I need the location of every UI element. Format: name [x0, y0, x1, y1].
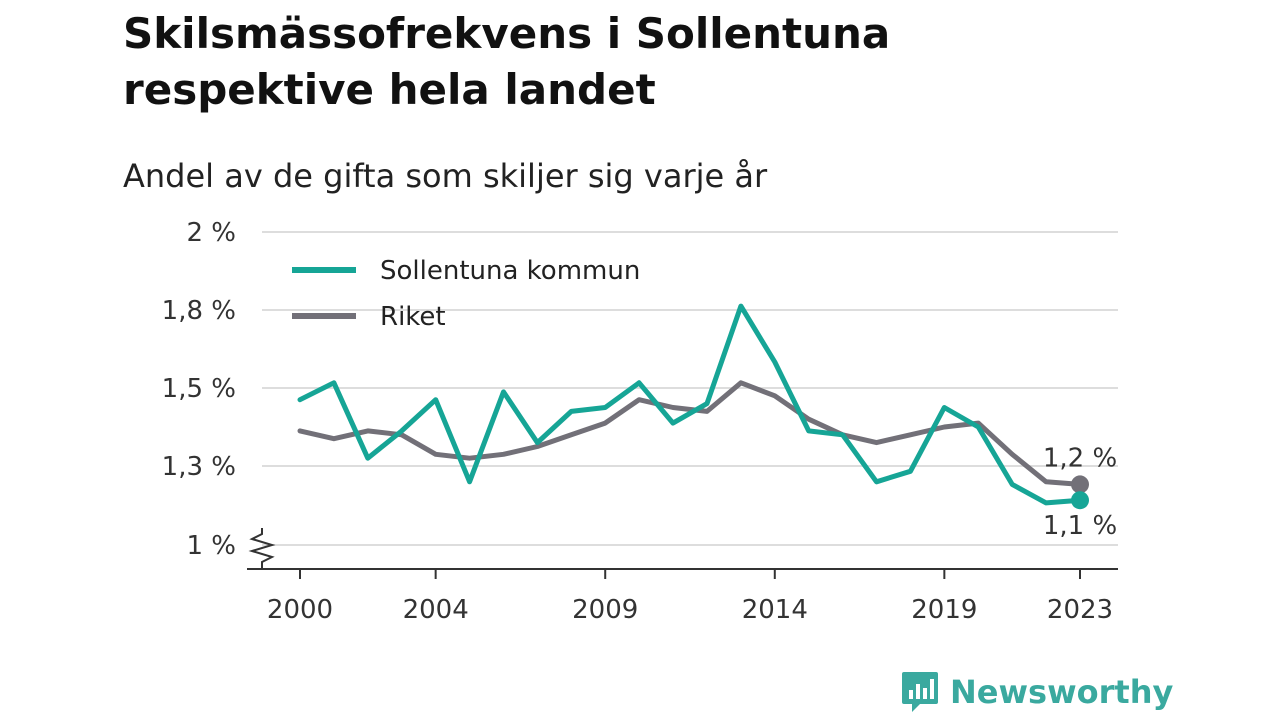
y-tick-label: 1 %: [186, 531, 236, 561]
end-label-sollentuna: 1,1 %: [1043, 511, 1117, 541]
y-tick-label: 2 %: [186, 218, 236, 248]
x-axis: 2000 2004 2009 2014 2019 2023: [247, 568, 1118, 625]
axis-break-icon: [248, 528, 276, 569]
end-point-sollentuna: [1071, 491, 1089, 510]
brand-name: Newsworthy: [950, 673, 1174, 711]
x-tick-label: 2000: [267, 595, 333, 625]
y-axis: 1 % 1,3 % 1,5 % 1,8 % 2 %: [162, 218, 276, 569]
grid-lines: [262, 231, 1118, 546]
series-lines: [297, 303, 1089, 510]
x-tick-label: 2014: [742, 595, 808, 625]
x-tick-label: 2019: [911, 595, 977, 625]
series-line-sollentuna: [297, 303, 1083, 506]
legend: Sollentuna kommun Riket: [292, 256, 640, 332]
y-tick-label: 1,3 %: [162, 452, 236, 482]
y-tick-label: 1,5 %: [162, 374, 236, 404]
brand-footer: Newsworthy: [900, 668, 1173, 716]
chart-subtitle: Andel av de gifta som skiljer sig varje …: [123, 157, 768, 195]
end-point-riket: [1071, 475, 1089, 494]
newsworthy-logo-icon: [902, 672, 938, 712]
legend-label-sollentuna: Sollentuna kommun: [380, 256, 640, 286]
y-tick-label: 1,8 %: [162, 296, 236, 326]
x-tick-label: 2009: [572, 595, 638, 625]
legend-label-riket: Riket: [380, 302, 446, 332]
x-tick-label: 2004: [403, 595, 469, 625]
chart-title: Skilsmässofrekvens i Sollentuna respekti…: [123, 9, 891, 114]
x-tick-label: 2023: [1047, 595, 1113, 625]
series-line-riket: [297, 380, 1083, 487]
end-labels: 1,2 % 1,1 %: [1043, 443, 1117, 541]
end-label-riket: 1,2 %: [1043, 443, 1117, 473]
